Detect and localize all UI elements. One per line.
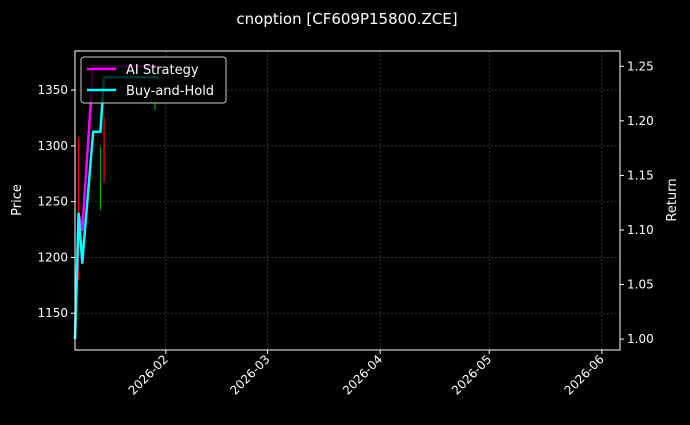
y-tick-label: 1300 [37, 139, 68, 153]
x-tick-label: 2026-05 [449, 352, 494, 397]
y-axis-label: Price [10, 184, 25, 216]
y2-tick-label: 1.10 [627, 223, 654, 237]
legend: AI Strategy Buy-and-Hold [80, 56, 227, 104]
chart-title: cnoption [CF609P15800.ZCE] [236, 10, 457, 28]
x-tick-label: 2026-02 [126, 352, 171, 397]
y-tick-label: 1200 [37, 250, 68, 264]
y2-tick-label: 1.00 [627, 332, 654, 346]
plot-frame [74, 50, 621, 351]
y2-tick-label: 1.20 [627, 114, 654, 128]
x-tick-label: 2026-03 [227, 352, 272, 397]
series-line-buy-and-hold [73, 75, 159, 340]
x-tick-label: 2026-04 [340, 352, 385, 397]
return-lines [73, 65, 159, 340]
grid [75, 51, 620, 350]
y2-tick-label: 1.25 [627, 59, 654, 73]
axes: 2026-02 2026-03 2026-04 2026-05 2026-06 1150 1… [37, 59, 653, 397]
y2-tick-label: 1.05 [627, 278, 654, 292]
legend-label-ai-strategy: AI Strategy [126, 63, 199, 78]
y2-tick-label: 1.15 [627, 168, 654, 182]
y-tick-label: 1150 [37, 306, 68, 320]
legend-label-buy-and-hold: Buy-and-Hold [126, 84, 214, 99]
x-tick-label: 2026-06 [562, 352, 607, 397]
y-tick-label: 1350 [37, 83, 68, 97]
y-tick-label: 1250 [37, 195, 68, 209]
y2-axis-label: Return [665, 178, 680, 221]
